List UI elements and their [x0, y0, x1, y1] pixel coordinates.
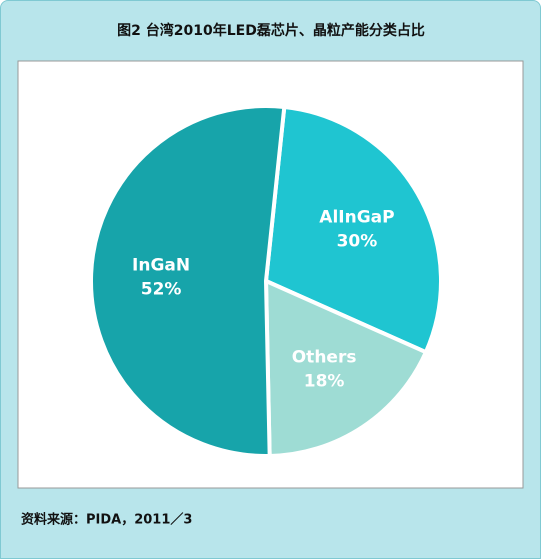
slice-label: InGaN	[132, 256, 190, 276]
pie-slice	[263, 104, 443, 355]
slice-value-label: 52%	[141, 280, 182, 300]
slice-label: AlInGaP	[319, 208, 394, 228]
slice-value-label: 30%	[337, 232, 378, 252]
pie-slice	[263, 277, 429, 459]
slice-label: Others	[292, 347, 357, 367]
source-note: 资料来源：PIDA，2011／3	[21, 512, 192, 528]
slice-value-label: 18%	[304, 371, 345, 391]
chart-title: 图2 台湾2010年LED磊芯片、晶粒产能分类占比	[117, 22, 425, 39]
pie-slice	[89, 104, 287, 458]
